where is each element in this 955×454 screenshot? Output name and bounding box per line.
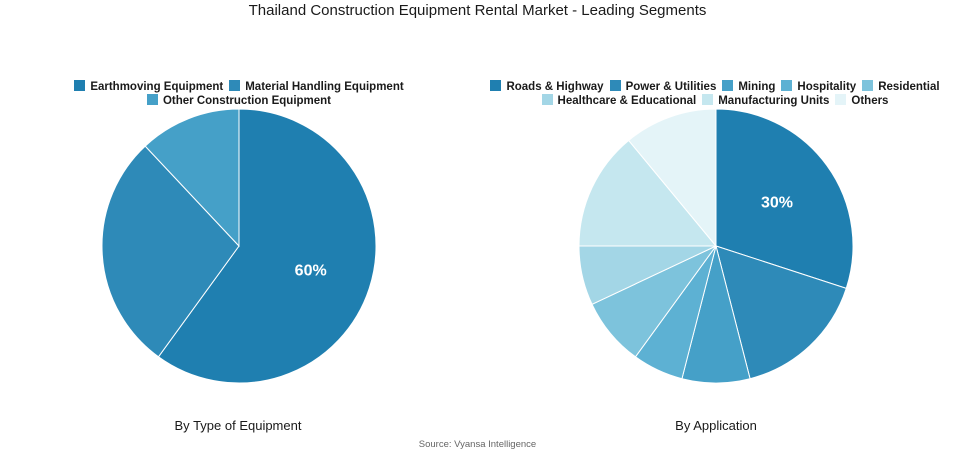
legend-swatch bbox=[74, 80, 86, 91]
legend-item-earthmoving-equipment: Earthmoving Equipment bbox=[74, 80, 223, 94]
legend-swatch bbox=[781, 80, 793, 91]
pie-slice-roads-and-highway bbox=[715, 108, 854, 289]
legend-item-power-and-utilities: Power & Utilities bbox=[609, 80, 717, 94]
legend-swatch bbox=[490, 80, 502, 91]
legend-application: Roads & Highway Power & Utilities Mining Ho… bbox=[480, 80, 950, 108]
legend-item-other-construction-equipment: Other Construction Equipment bbox=[146, 94, 332, 108]
pie-slice-other-construction-equipment bbox=[144, 108, 240, 248]
legend-swatch bbox=[722, 80, 734, 91]
pie-slice-manufacturing-units bbox=[578, 139, 718, 247]
legend-label: Others bbox=[851, 95, 889, 107]
chart-title: Thailand Construction Equipment Rental M… bbox=[248, 2, 707, 19]
legend-swatch bbox=[541, 94, 553, 105]
legend-row: Earthmoving Equipment Material Handling E… bbox=[44, 80, 434, 94]
legend-row: Healthcare & Educational Manufacturing Un… bbox=[480, 94, 950, 108]
legend-label: Other Construction Equipment bbox=[162, 95, 332, 107]
legend-item-mining: Mining bbox=[722, 80, 775, 94]
legend-swatch bbox=[146, 94, 158, 105]
legend-row: Roads & Highway Power & Utilities Mining Ho… bbox=[480, 80, 950, 94]
legend-item-residential: Residential bbox=[862, 80, 940, 94]
legend-swatch bbox=[862, 80, 874, 91]
legend-label: Mining bbox=[738, 81, 776, 93]
pie-type-of-equipment: 60% bbox=[101, 108, 377, 384]
legend-label: Material Handling Equipment bbox=[245, 81, 404, 93]
legend-item-roads-and-highway: Roads & Highway bbox=[490, 80, 604, 94]
pie-slice-power-and-utilities bbox=[715, 245, 847, 380]
legend-row: Other Construction Equipment bbox=[44, 94, 434, 108]
legend-item-material-handling-equipment: Material Handling Equipment bbox=[229, 80, 404, 94]
legend-label: Healthcare & Educational bbox=[557, 95, 697, 107]
legend-swatch bbox=[609, 80, 621, 91]
legend-label: Residential bbox=[878, 81, 940, 93]
legend-item-healthcare-and-educational: Healthcare & Educational bbox=[541, 94, 697, 108]
legend-item-manufacturing-units: Manufacturing Units bbox=[702, 94, 829, 108]
caption-type-of-equipment: By Type of Equipment bbox=[174, 418, 302, 433]
legend-label: Earthmoving Equipment bbox=[90, 81, 224, 93]
pie-slice-earthmoving-equipment bbox=[157, 108, 377, 384]
legend-type-of-equipment: Earthmoving Equipment Material Handling E… bbox=[44, 80, 434, 108]
legend-swatch bbox=[229, 80, 241, 91]
legend-label: Power & Utilities bbox=[625, 81, 717, 93]
pie-slice-others bbox=[627, 108, 717, 248]
legend-label: Hospitality bbox=[797, 81, 857, 93]
legend-label: Manufacturing Units bbox=[718, 95, 830, 107]
pie-slice-material-handling-equipment bbox=[101, 145, 240, 358]
legend-label: Roads & Highway bbox=[506, 81, 604, 93]
caption-application: By Application bbox=[675, 418, 757, 433]
legend-item-others: Others bbox=[835, 94, 888, 108]
source-note: Source: Vyansa Intelligence bbox=[418, 439, 537, 450]
data-label-roads-and-highway: 30% bbox=[761, 195, 793, 212]
legend-item-hospitality: Hospitality bbox=[781, 80, 856, 94]
legend-swatch bbox=[835, 94, 847, 105]
pie-application: 30% bbox=[578, 108, 854, 384]
legend-swatch bbox=[702, 94, 714, 105]
data-label-earthmoving-equipment: 60% bbox=[295, 262, 327, 279]
